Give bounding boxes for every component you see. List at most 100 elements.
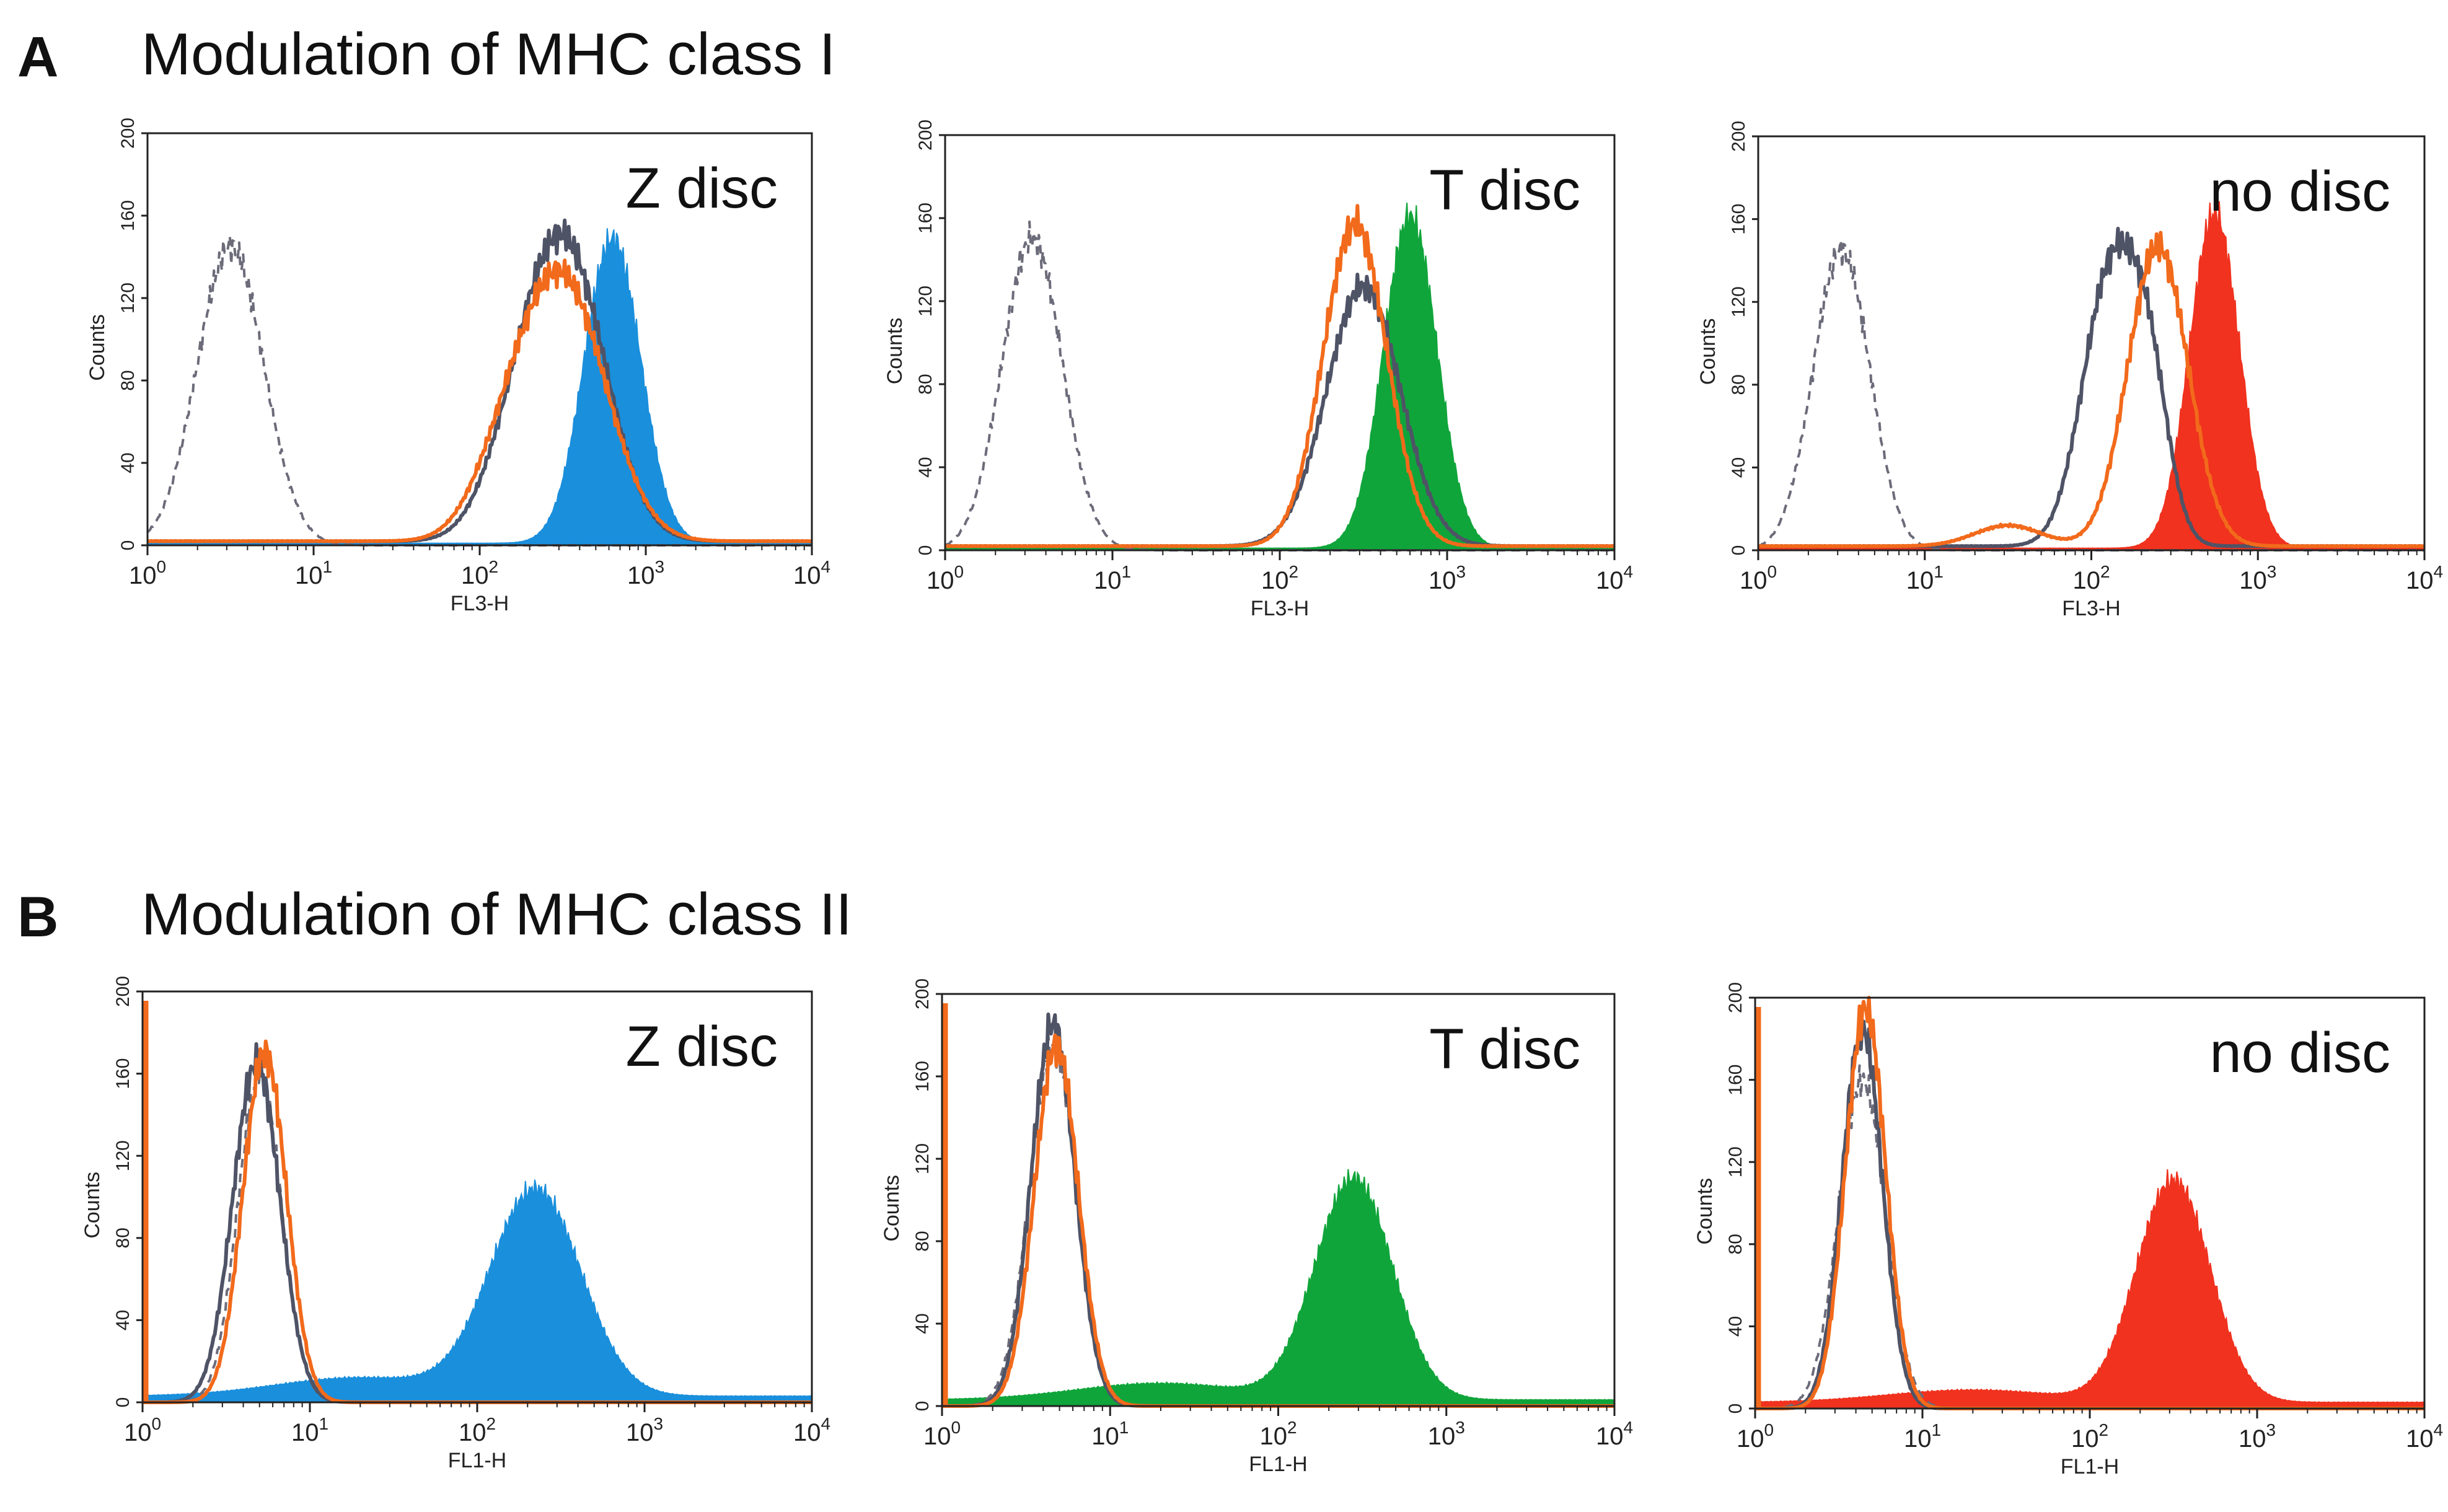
isotype-trace-A2	[944, 220, 1614, 552]
histogram-B3: 0 40 80 120 160 200 Counts 100 101 102 103 104 FL1-H…	[1693, 982, 2443, 1479]
x-tick-label-B2: 103	[1428, 1418, 1465, 1450]
y-tick-label-B3: 40	[1725, 1316, 1746, 1337]
grey-trace-A1	[147, 218, 812, 543]
x-tick-label-B1: 104	[793, 1414, 830, 1446]
x-tick-label-A3: 104	[2406, 562, 2443, 594]
y-tick-label-B3: 200	[1725, 982, 1746, 1013]
x-axis-label-A1: FL3-H	[451, 592, 509, 615]
isotype-trace-A1	[146, 234, 812, 547]
y-tick-label-A3: 0	[1728, 545, 1749, 556]
y-tick-label-A3: 120	[1728, 286, 1749, 317]
orange-trace-A2	[944, 204, 1615, 548]
x-tick-label-B3: 102	[2071, 1420, 2108, 1453]
y-tick-label-B2: 160	[912, 1061, 933, 1092]
x-tick-label-B2: 104	[1596, 1418, 1633, 1450]
disc-annotation-B3: no disc	[2210, 1021, 2391, 1084]
x-tick-label-A3: 103	[2239, 562, 2276, 594]
y-tick-label-B2: 200	[912, 978, 933, 1009]
x-tick-label-A3: 101	[1906, 562, 1944, 594]
y-tick-label-A2: 160	[915, 203, 936, 234]
y-tick-label-A2: 200	[915, 120, 936, 151]
disc-annotation-A3: no disc	[2210, 160, 2391, 223]
x-tick-label-B1: 101	[291, 1414, 328, 1446]
y-tick-label-A1: 80	[118, 370, 138, 390]
x-tick-label-A1: 103	[627, 557, 664, 589]
y-tick-label-B2: 120	[912, 1143, 933, 1174]
x-axis-label-A3: FL3-H	[2062, 597, 2120, 620]
histogram-B1: 0 40 80 120 160 200 Counts 100 101 102 103 104 FL1-H…	[81, 976, 830, 1472]
y-tick-label-B1: 40	[113, 1310, 133, 1330]
y-tick-label-A3: 80	[1728, 374, 1749, 395]
x-axis-label-B2: FL1-H	[1249, 1453, 1307, 1476]
x-tick-label-B2: 100	[923, 1418, 961, 1450]
y-tick-label-A1: 120	[118, 283, 138, 314]
y-axis-label-A2: Counts	[883, 318, 907, 385]
x-tick-label-B3: 103	[2239, 1420, 2276, 1453]
y-axis-label-B2: Counts	[880, 1175, 904, 1242]
panel-title-b: Modulation of MHC class II	[141, 881, 853, 947]
x-tick-label-A1: 102	[461, 557, 498, 589]
orange-trace-A3	[1758, 231, 2425, 548]
y-tick-label-B3: 120	[1725, 1146, 1746, 1177]
y-axis-label-A1: Counts	[86, 314, 109, 381]
x-tick-label-A2: 103	[1429, 562, 1466, 594]
y-tick-label-A1: 0	[118, 540, 138, 551]
panel-letter-b: B	[17, 886, 59, 949]
x-axis-label-B1: FL1-H	[448, 1449, 506, 1472]
x-tick-label-B1: 102	[459, 1414, 496, 1446]
orange-trace-A1	[147, 258, 812, 543]
y-tick-label-A3: 160	[1728, 204, 1749, 235]
histogram-A2: 0 40 80 120 160 200 Counts 100 101 102 103 104 FL3-H…	[883, 120, 1633, 620]
x-tick-label-A1: 101	[295, 557, 332, 589]
y-tick-label-B1: 120	[113, 1140, 133, 1171]
x-tick-label-B1: 100	[124, 1414, 161, 1446]
disc-annotation-B1: Z disc	[626, 1015, 778, 1078]
y-tick-label-B2: 80	[912, 1231, 933, 1251]
y-tick-label-B3: 160	[1725, 1065, 1746, 1096]
x-tick-label-B3: 101	[1904, 1420, 1941, 1453]
disc-annotation-A1: Z disc	[626, 157, 778, 220]
x-axis-label-A2: FL3-H	[1251, 597, 1309, 620]
y-tick-label-A2: 0	[915, 545, 936, 556]
y-axis-label-B3: Counts	[1693, 1178, 1717, 1245]
x-tick-label-B1: 103	[626, 1414, 663, 1446]
y-tick-label-A1: 40	[118, 452, 138, 473]
y-tick-label-B1: 80	[113, 1228, 133, 1248]
panel-letter-a: A	[17, 25, 59, 89]
isotype-trace-B3	[1755, 1064, 2424, 1410]
filled-histogram-B2	[941, 1169, 1615, 1407]
y-tick-label-B1: 0	[113, 1397, 133, 1408]
y-tick-label-B1: 200	[113, 976, 133, 1007]
y-tick-label-B2: 40	[912, 1313, 933, 1334]
x-tick-label-A1: 104	[793, 557, 830, 589]
y-tick-label-A3: 40	[1728, 457, 1749, 478]
y-tick-label-B1: 160	[113, 1058, 133, 1089]
y-tick-label-B3: 80	[1725, 1234, 1746, 1254]
histogram-A3: 0 40 80 120 160 200 Counts 100 101 102 103 104 FL3-H…	[1696, 121, 2443, 620]
x-tick-label-A2: 101	[1094, 562, 1131, 594]
x-tick-label-B3: 100	[1737, 1420, 1774, 1453]
filled-histogram-B3	[1755, 1169, 2425, 1409]
panel-title-a: Modulation of MHC class I	[141, 21, 836, 87]
filled-histogram-A3	[1758, 201, 2425, 551]
x-tick-label-A2: 104	[1596, 562, 1633, 594]
filled-histogram-A2	[944, 203, 1615, 551]
grey-trace-A2	[944, 273, 1615, 548]
y-tick-label-A2: 120	[915, 286, 936, 317]
x-tick-label-B3: 104	[2406, 1420, 2443, 1453]
x-tick-label-B2: 101	[1091, 1418, 1129, 1450]
x-axis-label-B3: FL1-H	[2061, 1455, 2119, 1479]
x-tick-label-B2: 102	[1259, 1418, 1297, 1450]
x-tick-label-A3: 102	[2072, 562, 2110, 594]
y-tick-label-A2: 80	[915, 374, 936, 394]
disc-annotation-A2: T disc	[1429, 159, 1580, 222]
y-tick-label-A1: 200	[118, 118, 138, 149]
y-tick-label-A2: 40	[915, 457, 936, 477]
y-axis-label-A3: Counts	[1696, 318, 1720, 385]
x-tick-label-A3: 100	[1740, 562, 1777, 594]
y-tick-label-B3: 0	[1725, 1404, 1746, 1414]
histogram-B2: 0 40 80 120 160 200 Counts 100 101 102 103 104 FL1-H…	[880, 978, 1633, 1476]
isotype-trace-A3	[1758, 239, 2424, 552]
x-tick-label-A2: 100	[927, 562, 964, 594]
